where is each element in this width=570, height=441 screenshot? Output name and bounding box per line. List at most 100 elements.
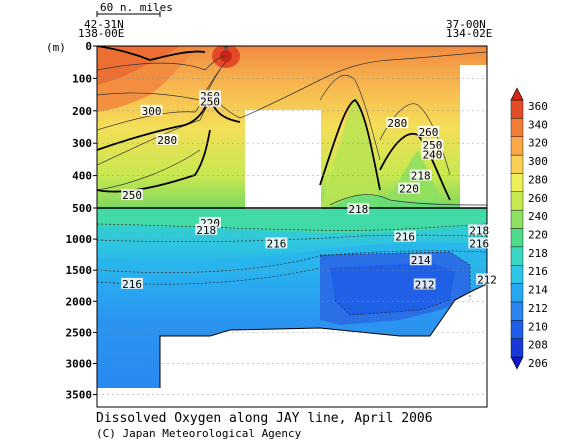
colorbar-tick-label: 300: [528, 155, 548, 168]
contour-label-bg: [199, 95, 221, 107]
colorbar-segment: [510, 173, 524, 192]
colorbar-segment: [510, 320, 524, 339]
contour-label: 260: [419, 126, 439, 139]
contour-label-bg: [468, 224, 491, 236]
colorbar-tick-label: 220: [528, 229, 548, 242]
highest-oxygen-region-left: [97, 46, 180, 85]
contour-label: 212: [415, 278, 435, 291]
station-markers: [223, 46, 229, 51]
dome-region-mid: [320, 95, 380, 208]
contour-label-bg: [121, 189, 143, 201]
contour-label: 212: [477, 274, 497, 287]
colorbar-segment: [510, 209, 524, 229]
y-tick-label: 1000: [66, 233, 93, 246]
y-axis-ticks: 0 100 200 300 400 500 1000 1500 2000 2500 3000 3500: [66, 40, 97, 402]
bottom-topography-line: [159, 283, 487, 388]
colorbar-tick-label: 206: [528, 357, 548, 370]
y-tick-label: 1500: [66, 264, 93, 277]
colorbar-segment: [510, 136, 524, 156]
y-tick-label: 200: [72, 105, 92, 118]
y-tick-label: 2500: [66, 326, 93, 339]
colorbar-tick-label: 240: [528, 210, 548, 223]
colorbar-segment: [510, 191, 524, 211]
contour-label-bg: [413, 278, 436, 290]
station-right-lon: 134-02E: [446, 27, 492, 40]
contour-label: 280: [157, 134, 177, 147]
station-left-lon: 138-00E: [78, 27, 124, 40]
contour-label-bg: [421, 148, 444, 160]
plot-area: [97, 46, 487, 407]
colorbar-upper-extension: [510, 87, 524, 101]
contour-label-bg: [476, 273, 498, 285]
contour-label: 218: [469, 224, 489, 237]
colorbar-segment: [510, 338, 524, 358]
contour-label-bg: [394, 230, 416, 242]
contour-label: 250: [122, 189, 142, 202]
station-left-lat: 42-31N: [84, 18, 124, 31]
contour-label: 216: [395, 231, 415, 244]
colorbar-tick-label: 320: [528, 137, 548, 150]
contour-label-bg: [265, 237, 288, 249]
colorbar-tick-label: 360: [528, 100, 548, 113]
colorbar-tick-label: 260: [528, 192, 548, 205]
scale-bar-label: 60 n. miles: [100, 1, 173, 14]
colorbar-tick-label: 280: [528, 173, 548, 186]
scale-bar: 60 n. miles: [96, 1, 173, 17]
colorbar-lower-extension: [510, 356, 524, 370]
y-tick-label: 2000: [66, 295, 93, 308]
contour-labels: 3002602502802502802602502402202182182202…: [121, 90, 498, 291]
y-tick-label: 500: [72, 202, 92, 215]
contour-label: 240: [422, 149, 442, 162]
colorbar-tick-label: 210: [528, 320, 548, 333]
colorbar-segment: [510, 118, 524, 137]
y-axis-unit-label: (m): [46, 41, 66, 54]
colorbar-segment: [510, 283, 524, 303]
contour-label-bg: [347, 203, 370, 215]
colorbar-tick-label: 208: [528, 339, 548, 352]
y-tick-label: 3500: [66, 389, 93, 402]
colorbar-tick-label: 340: [528, 118, 548, 131]
colorbar-tick-label: 212: [528, 302, 548, 315]
colorbar-segment: [510, 246, 524, 266]
contour-label-bg: [121, 277, 143, 289]
y-tick-label: 0: [85, 40, 92, 53]
y-tick-label: 300: [72, 137, 92, 150]
contour-label-bg: [199, 216, 221, 228]
contour-label: 218: [411, 170, 431, 183]
colorbar-segment: [510, 154, 524, 174]
contour-label-bg: [199, 90, 221, 102]
colorbar-tick-label: 218: [528, 247, 548, 260]
colorbar-segment: [510, 301, 524, 321]
missing-data-right: [460, 65, 487, 208]
chart-credit: (C) Japan Meteorological Agency: [96, 427, 302, 440]
missing-data-box: [245, 110, 321, 209]
colorbar-segment: [510, 265, 524, 284]
band-214-216: [97, 242, 487, 275]
contour-label: 218: [196, 224, 216, 237]
contour-label: 218: [348, 203, 368, 216]
contour-label-bg: [417, 125, 440, 137]
contour-label: 280: [387, 117, 407, 130]
contour-label-bg: [409, 254, 432, 266]
contour-label: 300: [142, 105, 162, 118]
contour-label-bg: [421, 138, 444, 150]
y-tick-label: 3000: [66, 357, 93, 370]
colorbar-segment: [510, 228, 524, 248]
colorbar: 206 208 210 212 214 216 218 220 240 260 280 300 320 3…: [510, 87, 548, 370]
y-tick-label: 100: [72, 72, 92, 85]
contour-label-bg: [398, 182, 420, 194]
contour-label-bg: [468, 237, 491, 249]
contour-label-bg: [195, 223, 218, 235]
chart-title: Dissolved Oxygen along JAY line, April 2…: [96, 411, 433, 426]
contour-label: 250: [200, 96, 220, 109]
station-right-lat: 37-00N: [446, 18, 486, 31]
lowest-oxygen-core: [330, 262, 455, 315]
contour-label: 216: [469, 237, 489, 250]
seafloor-mask: [97, 284, 487, 407]
contour-label: 216: [122, 278, 142, 291]
contour-label: 214: [411, 254, 431, 267]
contour-label: 216: [266, 237, 286, 250]
contour-label-bg: [140, 104, 163, 116]
colorbar-tick-label: 216: [528, 265, 548, 278]
